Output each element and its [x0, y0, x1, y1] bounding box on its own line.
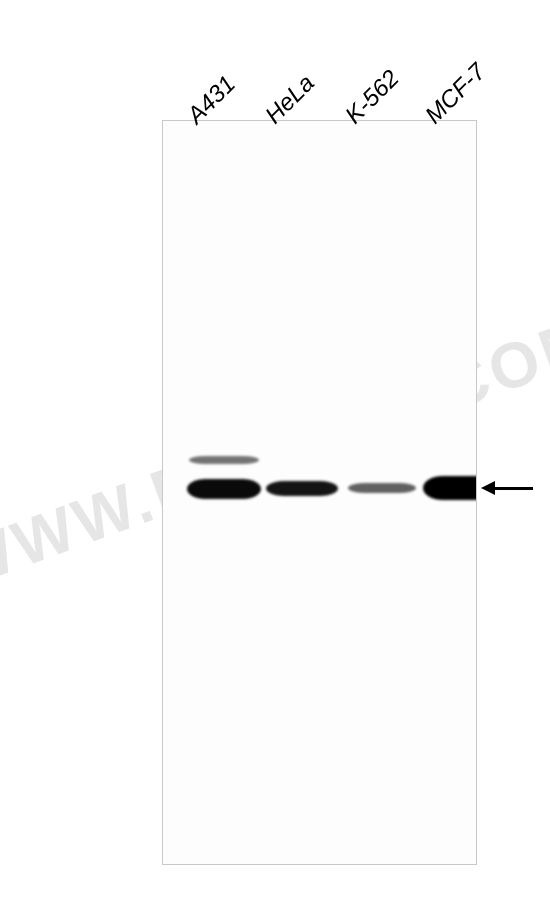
western-blot-figure: WWW.PTGLAB.COM A431HeLaK-562MCF-7 250 kD… — [0, 0, 550, 903]
protein-band — [189, 456, 259, 464]
protein-band — [348, 483, 416, 493]
protein-band — [187, 479, 261, 499]
blot-membrane — [162, 120, 477, 865]
arrow-line — [493, 487, 533, 490]
protein-band — [423, 476, 476, 500]
protein-band — [266, 481, 338, 496]
blot-inner — [163, 121, 476, 864]
target-band-arrow — [481, 481, 533, 495]
